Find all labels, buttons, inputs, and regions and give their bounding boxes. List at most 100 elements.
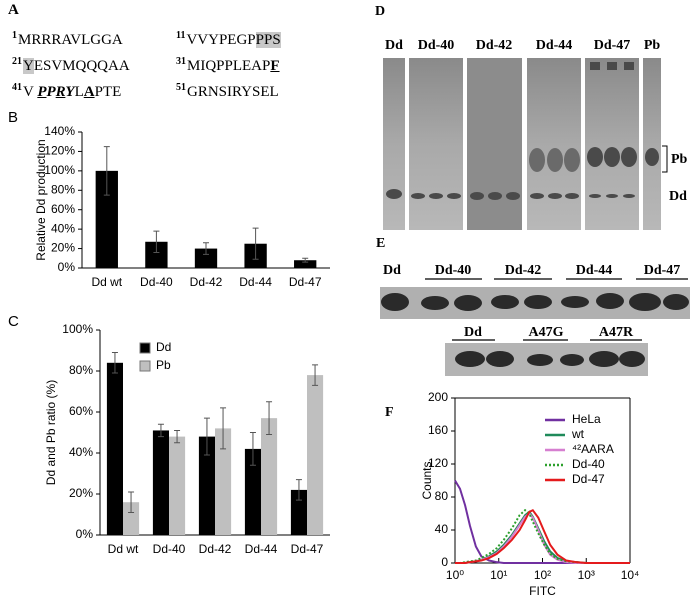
panel-a: A 1MRRRAVLGGA 11VVYPEGPPPS 21YESVMQQQAA … [0,0,340,110]
y-axis-label: Counts [420,461,434,499]
bar [261,418,278,535]
y-tick-label: 20% [69,486,93,500]
sequence: F [270,58,280,74]
bar [294,260,317,268]
residue-number: 1 [12,30,17,41]
lane-label: Dd [464,325,482,340]
y-tick-label: 80 [435,489,449,503]
sequence: V [23,84,34,100]
histogram-line [454,479,630,564]
sequence: ESVMQQQAA [33,58,130,74]
y-tick-label: 40% [51,221,75,235]
lane-label: Dd-40 [418,38,455,53]
lane-label: Dd-42 [476,38,513,53]
x-tick-label: Dd wt [108,542,139,556]
y-tick-label: 140% [44,124,75,138]
lane-label: Dd-47 [644,263,681,278]
sequence: A [83,84,95,100]
legend-label: Pb [156,358,171,372]
legend-swatch [139,342,151,354]
lane-label: Dd-44 [576,263,613,278]
y-tick-label: 120 [428,456,448,470]
legend-label: HeLa [572,412,601,426]
sequence-line: 31MIQPPLEAPF [176,56,280,75]
error-bar [203,242,209,255]
bar [215,428,232,535]
sequence-line: 21YESVMQQQAA [12,56,130,75]
residue-number: 11 [176,30,186,41]
bar [290,489,307,535]
error-bar [157,423,164,438]
legend-label: Dd-40 [572,457,605,471]
sequence: Y [23,58,34,74]
sequence: L [74,84,84,100]
x-tick-label: 10² [534,568,551,582]
y-tick-label: 60% [51,202,75,216]
error-bar [220,407,227,450]
y-axis-label: Relative Dd production [34,139,48,260]
legend-label: ⁴²AARA [572,442,614,456]
bar [145,241,168,268]
sequence: PTE [94,84,122,100]
error-bar [302,257,309,263]
gel-e [380,278,690,376]
bar [95,170,118,268]
error-bar [249,432,256,466]
band-label: Dd [669,189,687,204]
y-tick-label: 60% [69,404,93,418]
lane-label: A47G [529,325,564,340]
x-tick-label: Dd-42 [199,542,232,556]
band-label: Pb [671,152,688,167]
y-tick-label: 40 [435,522,449,536]
y-tick-label: 120% [44,144,75,158]
error-bar [111,352,118,374]
bar [106,362,123,535]
lane-label: Dd-47 [594,38,631,53]
sequence: Y [65,84,75,100]
error-bar [174,429,181,444]
lane-label: Dd-44 [536,38,573,53]
sequence: MRRRAVLGGA [18,32,123,48]
y-tick-label: 80% [69,363,93,377]
x-tick-label: Dd-40 [140,275,173,289]
sequence: GRNSIRYSEL [187,84,279,100]
panel-label: F [385,405,394,420]
sequence: PPS [255,32,281,48]
sequence-line: 11VVYPEGPPPS [176,30,281,49]
y-tick-label: 20% [51,241,75,255]
y-axis-label: Dd and Pb ratio (%) [44,380,58,485]
residue-number: 41 [12,82,22,93]
x-tick-label: 10³ [578,568,595,582]
error-bar [295,479,302,501]
y-tick-label: 100% [44,163,75,177]
y-tick-label: 0% [76,527,94,541]
y-tick-label: 160 [428,423,448,437]
x-tick-label: 10⁰ [446,568,464,582]
histogram-line [455,508,630,564]
bar [123,502,140,535]
sequence: R [55,84,66,100]
legend-swatch [139,360,151,372]
error-bar [128,491,135,513]
sequence-line: 51GRNSIRYSEL [176,82,279,101]
error-bar [312,364,319,386]
error-bar [153,230,160,253]
lane-label: Dd [385,38,403,53]
sequence: VVYPEGP [186,32,256,48]
residue-number: 31 [176,56,186,67]
y-tick-label: 200 [428,390,448,404]
error-bar [103,146,110,196]
error-bar [203,417,210,456]
error-bar [252,227,259,260]
panel-label: E [376,236,385,251]
residue-number: 21 [12,56,22,67]
x-tick-label: Dd-40 [153,542,186,556]
lane-label: Dd-42 [505,263,542,278]
lane-label: Dd [383,263,401,278]
sequence: P [37,84,47,100]
x-tick-label: Dd-47 [289,275,322,289]
y-tick-label: 80% [51,182,75,196]
lane-label: Dd-40 [435,263,472,278]
